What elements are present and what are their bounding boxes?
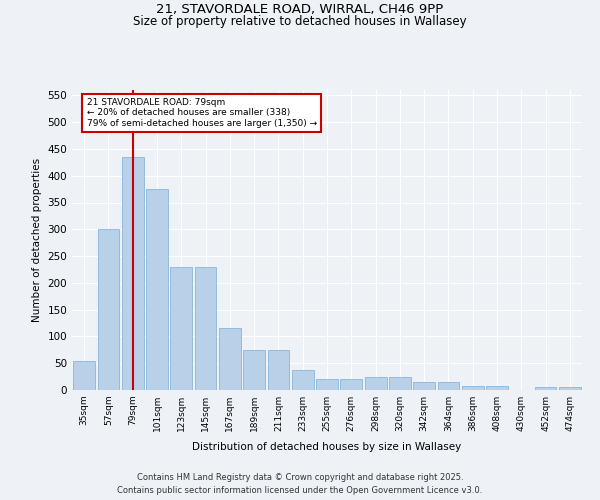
Bar xyxy=(219,328,241,390)
Bar xyxy=(194,267,217,390)
Bar xyxy=(559,388,581,390)
Bar xyxy=(413,382,435,390)
Bar xyxy=(437,382,460,390)
Bar xyxy=(73,360,95,390)
Bar xyxy=(170,267,192,390)
Bar xyxy=(97,230,119,390)
Text: Distribution of detached houses by size in Wallasey: Distribution of detached houses by size … xyxy=(193,442,461,452)
Bar xyxy=(389,376,411,390)
Bar xyxy=(486,386,508,390)
Bar xyxy=(462,386,484,390)
Bar xyxy=(535,388,556,390)
Text: 21, STAVORDALE ROAD, WIRRAL, CH46 9PP: 21, STAVORDALE ROAD, WIRRAL, CH46 9PP xyxy=(157,2,443,16)
Bar xyxy=(243,350,265,390)
Text: Contains public sector information licensed under the Open Government Licence v3: Contains public sector information licen… xyxy=(118,486,482,495)
Bar xyxy=(146,189,168,390)
Bar xyxy=(365,376,386,390)
Bar xyxy=(268,350,289,390)
Y-axis label: Number of detached properties: Number of detached properties xyxy=(32,158,42,322)
Text: Contains HM Land Registry data © Crown copyright and database right 2025.: Contains HM Land Registry data © Crown c… xyxy=(137,472,463,482)
Text: Size of property relative to detached houses in Wallasey: Size of property relative to detached ho… xyxy=(133,15,467,28)
Text: 21 STAVORDALE ROAD: 79sqm
← 20% of detached houses are smaller (338)
79% of semi: 21 STAVORDALE ROAD: 79sqm ← 20% of detac… xyxy=(86,98,317,128)
Bar xyxy=(316,380,338,390)
Bar xyxy=(340,380,362,390)
Bar xyxy=(122,157,143,390)
Bar xyxy=(292,370,314,390)
